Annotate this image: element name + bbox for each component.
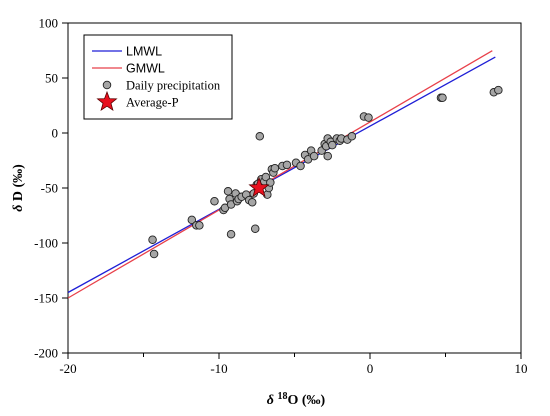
daily-precipitation-point — [328, 140, 337, 150]
x-tick-label: 10 — [515, 361, 528, 376]
daily-precipitation-point — [247, 198, 257, 207]
gmwl-line — [67, 50, 493, 299]
y-tick-label: 50 — [45, 71, 58, 86]
y-tick-label: 100 — [39, 16, 59, 31]
daily-precipitation-point — [210, 196, 219, 206]
daily-precipitation-point — [149, 249, 159, 259]
daily-precipitation-point — [226, 229, 236, 239]
daily-precipitation-point — [187, 215, 197, 225]
daily-precipitation-point — [309, 151, 319, 161]
legend-label: LMWL — [126, 45, 162, 59]
daily-precipitation-point — [223, 187, 233, 196]
legend-average-p-swatch — [96, 90, 118, 112]
daily-precipitation-point — [270, 163, 280, 173]
data-points — [148, 85, 503, 259]
y-axis-title: δ D (‰) — [11, 164, 26, 212]
average-p-star — [248, 176, 270, 198]
lmwl-line — [67, 56, 496, 294]
legend: LMWL GMWL Daily precipitation Average-P — [83, 34, 233, 120]
y-tick-label: -150 — [34, 291, 58, 306]
x-tick-label: 0 — [367, 361, 374, 376]
y-tick-label: 0 — [52, 126, 59, 141]
daily-precipitation-point — [250, 224, 260, 233]
daily-precipitation-point — [282, 160, 292, 170]
daily-precipitation-point — [438, 93, 447, 103]
daily-precipitation-point — [323, 151, 332, 161]
x-axis-title: δ 18O (‰) — [267, 391, 326, 409]
legend-label: Daily precipitation — [126, 79, 221, 93]
legend-label: GMWL — [126, 62, 165, 76]
x-tick-label: -20 — [59, 361, 76, 376]
daily-precipitation-point — [494, 85, 503, 95]
daily-precipitation-point — [255, 132, 265, 141]
legend-label: Average-P — [126, 96, 179, 110]
daily-precipitation-point — [347, 132, 357, 141]
daily-precipitation-point — [296, 161, 305, 171]
y-tick-label: -200 — [34, 346, 58, 361]
daily-precipitation-point — [266, 178, 275, 187]
reference-lines — [67, 50, 496, 299]
legend-daily-precipitation-swatch — [102, 80, 112, 90]
y-tick-label: -100 — [34, 236, 58, 251]
daily-precipitation-point — [261, 172, 271, 182]
daily-precipitation-point — [195, 221, 204, 230]
daily-precipitation-point — [364, 113, 373, 122]
daily-precipitation-point — [148, 235, 157, 244]
y-tick-label: -50 — [41, 181, 58, 196]
x-tick-label: -10 — [210, 361, 227, 376]
